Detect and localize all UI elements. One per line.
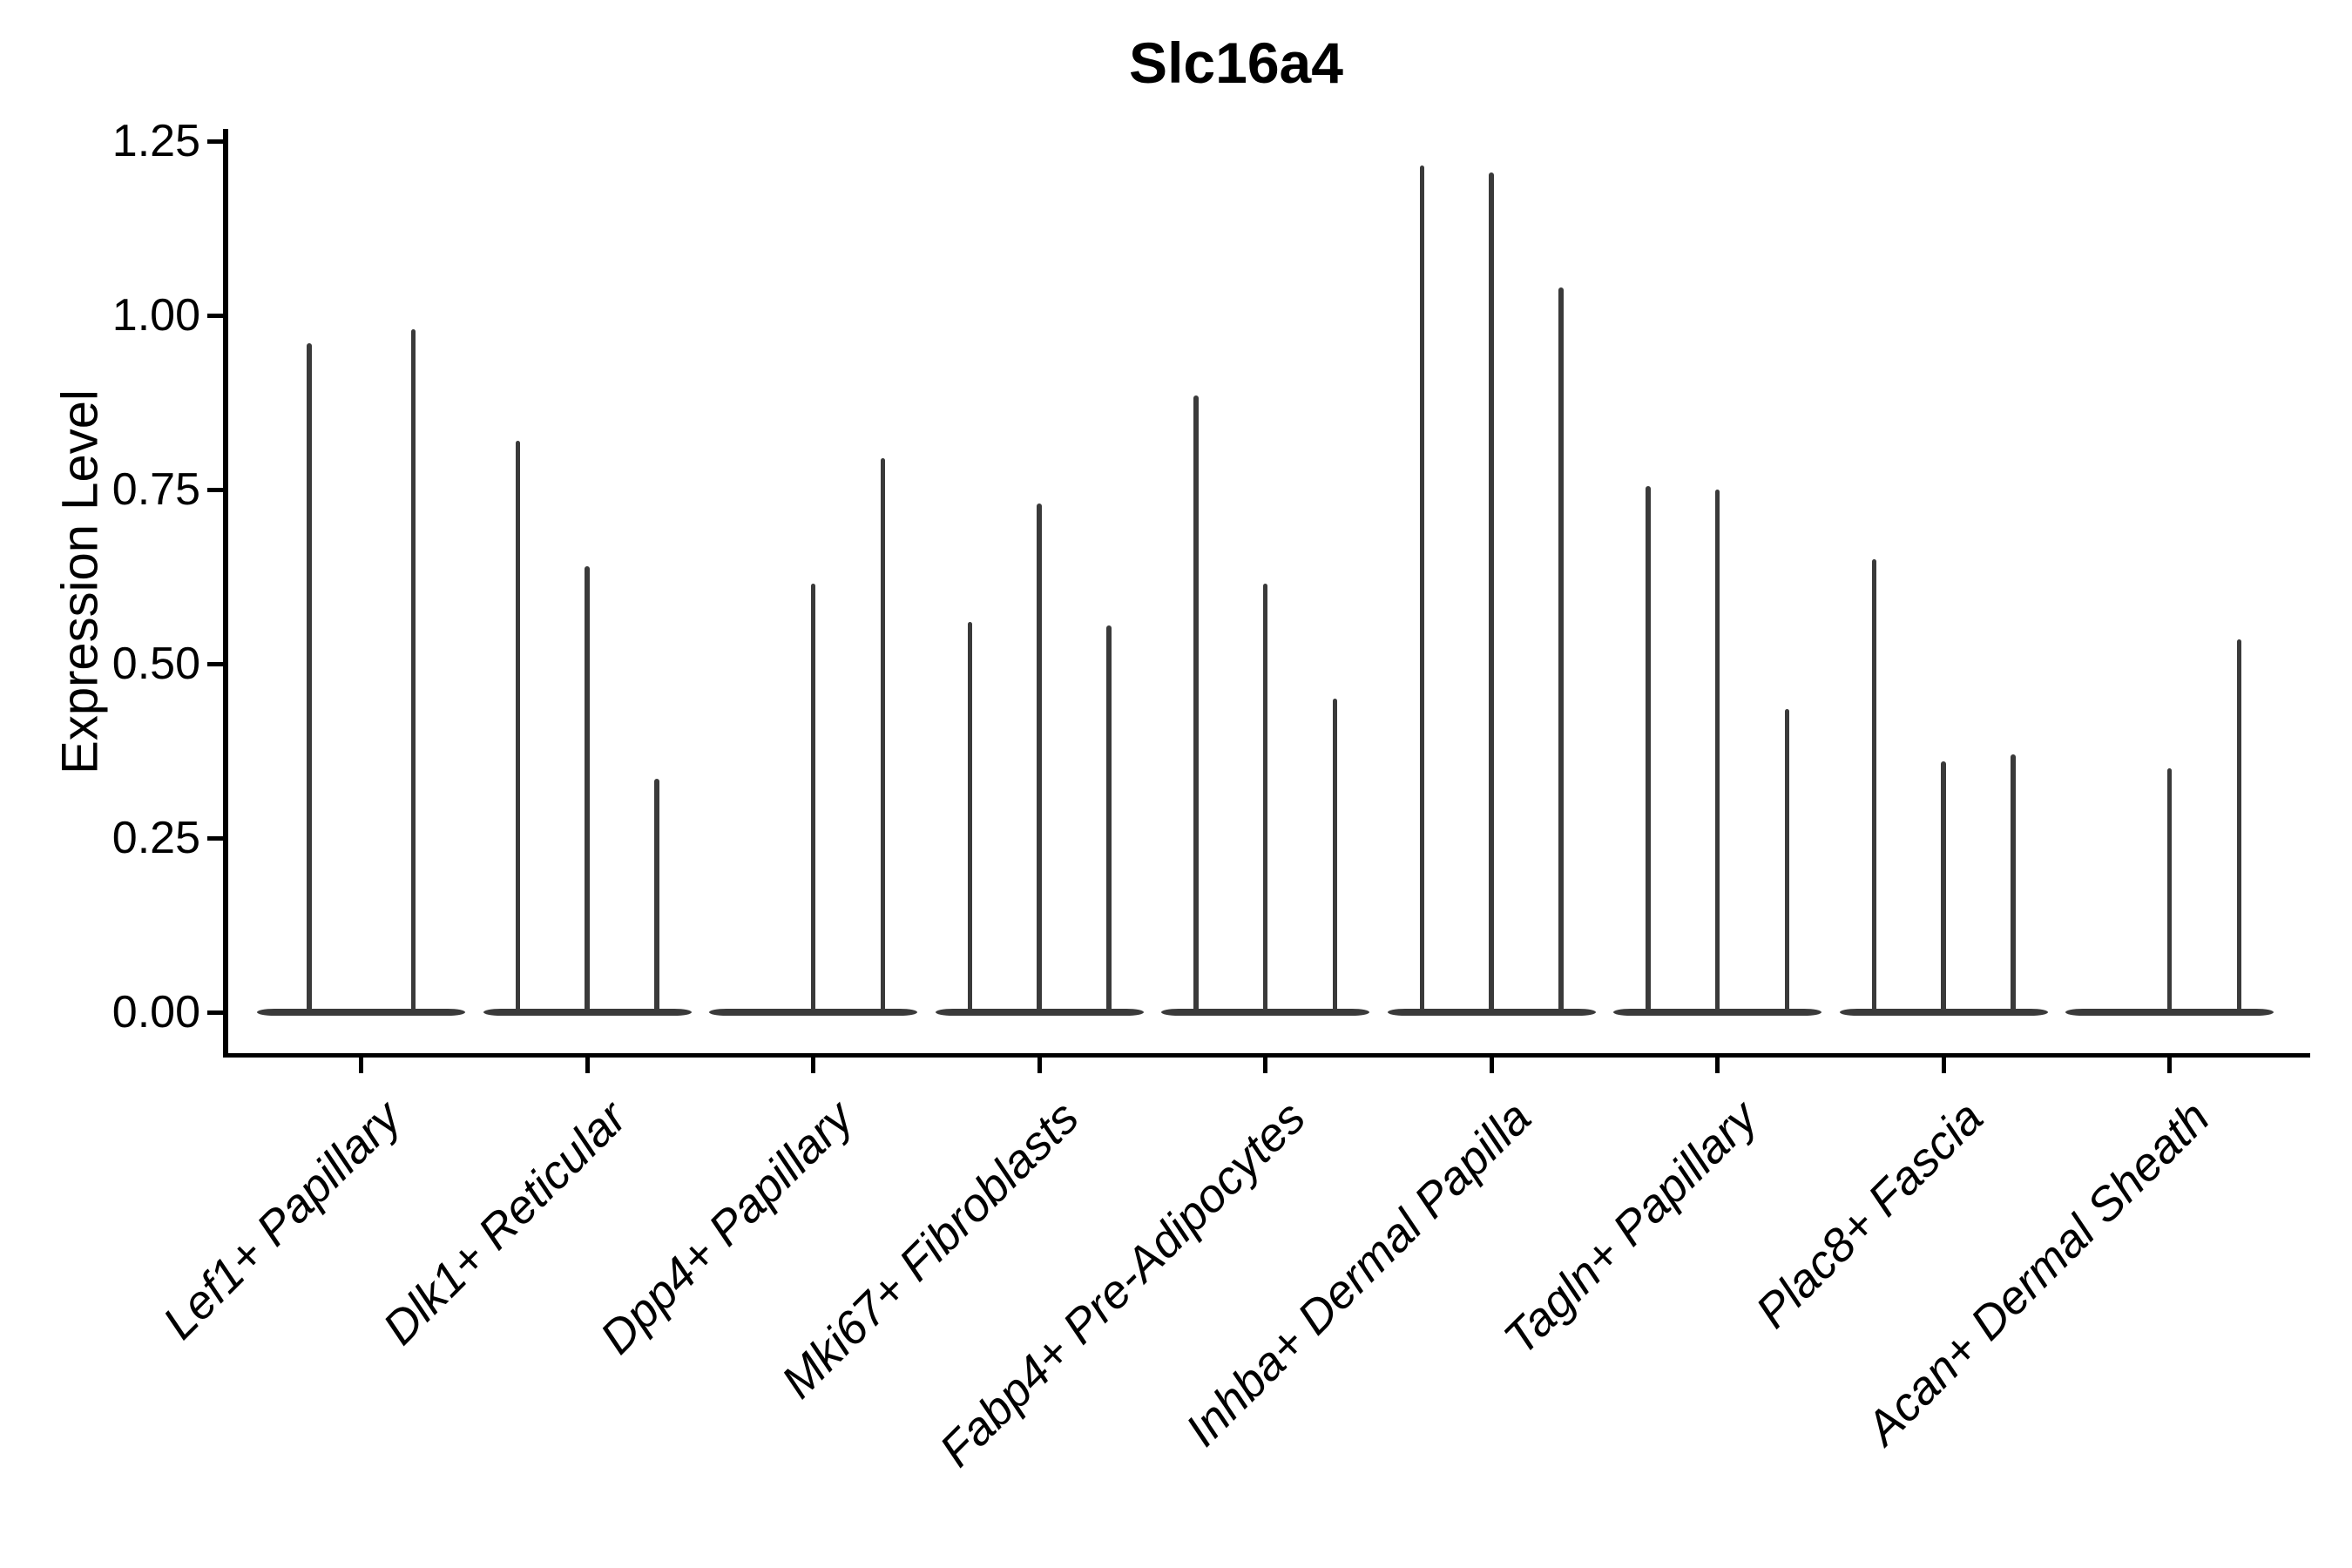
- violin-spike: [1646, 486, 1651, 1014]
- violin-spike: [1489, 172, 1494, 1014]
- violin-spike: [307, 343, 312, 1014]
- y-tick-label: 0.25: [112, 813, 200, 863]
- violin-spike: [1784, 709, 1790, 1014]
- violin-spike: [880, 458, 886, 1014]
- x-tick-mark: [1037, 1058, 1042, 1073]
- violin-spike: [1193, 395, 1199, 1014]
- violin-spike: [585, 566, 590, 1014]
- x-tick-mark: [2167, 1058, 2173, 1073]
- violin-spike: [1714, 490, 1720, 1014]
- x-tick-label: Fabp4+ Pre-Adipocytes: [929, 1091, 1315, 1477]
- y-tick-label: 1.25: [112, 116, 200, 166]
- x-tick-mark: [1941, 1058, 1946, 1073]
- violin-spike: [1037, 504, 1042, 1014]
- y-axis-spine: [223, 129, 228, 1058]
- x-tick-mark: [1263, 1058, 1268, 1073]
- chart-title: Slc16a4: [1129, 30, 1343, 95]
- y-tick-label: 0.50: [112, 639, 200, 689]
- y-tick-mark: [207, 1010, 223, 1015]
- violin-base: [257, 1009, 466, 1016]
- violin-spike: [515, 441, 521, 1014]
- violin-spike: [2166, 768, 2173, 1014]
- violin-spike: [2236, 639, 2242, 1014]
- violin-spike: [810, 584, 816, 1014]
- y-tick-mark: [207, 139, 223, 144]
- y-tick-label: 0.00: [112, 987, 200, 1037]
- x-tick-mark: [585, 1058, 590, 1073]
- violin-spike: [967, 622, 973, 1014]
- y-tick-mark: [207, 313, 223, 318]
- violin-spike: [410, 329, 416, 1014]
- violin-spike: [1262, 584, 1268, 1014]
- x-tick-mark: [1715, 1058, 1720, 1073]
- y-axis-label: Expression Level: [51, 389, 109, 774]
- violin-spike: [2011, 754, 2016, 1014]
- x-tick-mark: [359, 1058, 364, 1073]
- y-tick-mark: [207, 835, 223, 841]
- x-tick-label: Dlk1+ Reticular: [373, 1091, 638, 1355]
- violin-spike: [1332, 699, 1338, 1014]
- y-tick-label: 0.75: [112, 464, 200, 515]
- y-tick-mark: [207, 661, 223, 666]
- y-tick-mark: [207, 487, 223, 492]
- violin-spike: [1941, 761, 1946, 1014]
- violin-spike: [1106, 625, 1112, 1014]
- violin-spike: [654, 779, 659, 1014]
- violin-spike: [1419, 166, 1425, 1014]
- x-tick-mark: [1489, 1058, 1494, 1073]
- violin-spike: [1871, 559, 1877, 1014]
- x-tick-label: Lef1+ Papillary: [152, 1091, 411, 1349]
- x-tick-mark: [811, 1058, 816, 1073]
- x-axis-spine: [223, 1052, 2310, 1058]
- violin-spike: [1558, 287, 1564, 1014]
- x-tick-label: Plac8+ Fascia: [1746, 1091, 1994, 1339]
- y-tick-label: 1.00: [112, 290, 200, 341]
